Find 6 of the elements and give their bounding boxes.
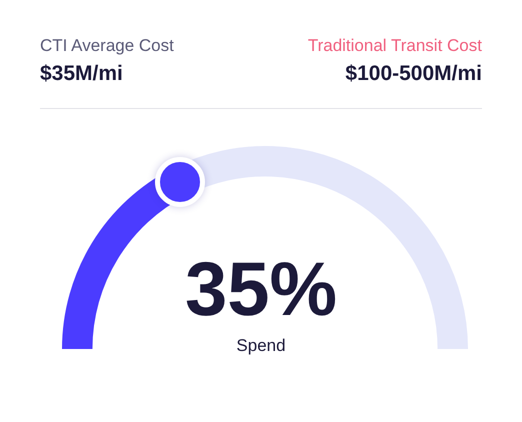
text: $35M/mi xyxy=(40,62,123,86)
text: $100-500M/mi xyxy=(345,62,482,86)
text: Traditional Transit Cost xyxy=(308,36,482,56)
slice-label: Spend xyxy=(235,336,287,356)
text: CTI Average Cost xyxy=(40,36,174,56)
data-label: 35% xyxy=(184,246,338,333)
